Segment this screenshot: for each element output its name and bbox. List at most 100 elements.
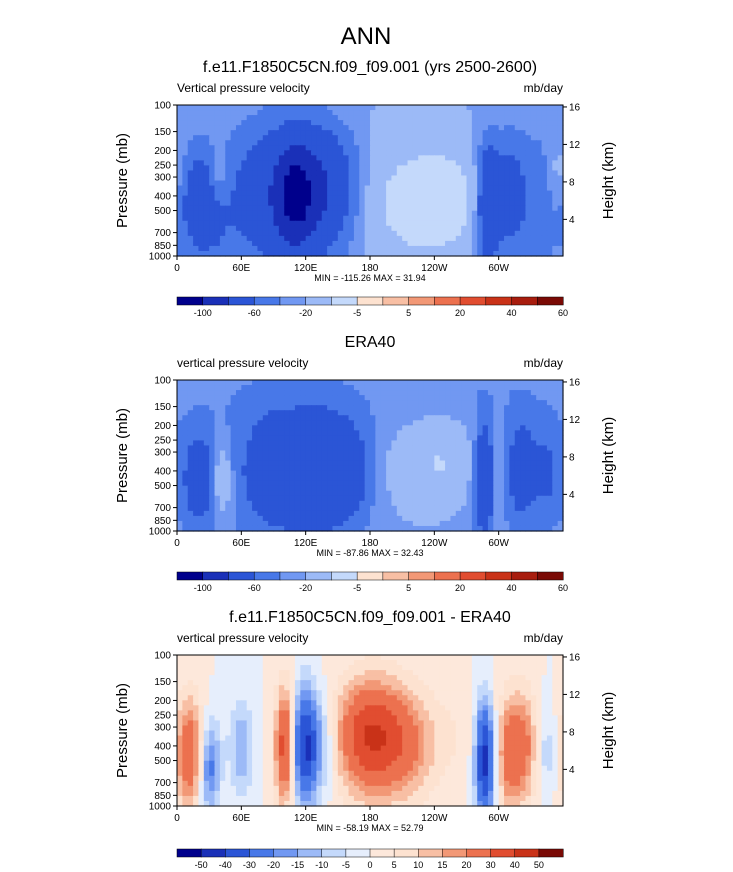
heatmap-cell <box>311 205 317 212</box>
heatmap-cell <box>343 445 350 452</box>
heatmap-cell <box>225 405 232 411</box>
heatmap-cell <box>225 520 232 527</box>
heatmap-cell <box>471 415 478 421</box>
heatmap-cell <box>337 145 344 151</box>
heatmap-cell <box>198 525 205 532</box>
heatmap-cell <box>434 655 441 661</box>
heatmap-cell <box>230 180 237 187</box>
heatmap-cell <box>193 390 200 396</box>
heatmap-cell <box>193 495 200 502</box>
heatmap-cell <box>353 385 360 391</box>
heatmap-cell <box>311 505 317 512</box>
heatmap-cell <box>182 210 189 217</box>
heatmap-cell <box>203 655 210 661</box>
heatmap-cell <box>445 655 452 661</box>
heatmap-cell <box>241 685 248 691</box>
heatmap-cell <box>278 190 285 197</box>
heatmap-cell <box>520 110 527 116</box>
heatmap-cell <box>375 155 382 161</box>
heatmap-cell <box>412 220 419 227</box>
heatmap-cell <box>321 215 328 222</box>
heatmap-cell <box>343 190 350 197</box>
heatmap-cell <box>525 410 532 416</box>
heatmap-cell <box>353 120 360 126</box>
heatmap-cell <box>418 120 425 126</box>
heatmap-cell <box>407 110 414 116</box>
heatmap-cell <box>252 660 259 666</box>
heatmap-cell <box>525 460 532 467</box>
heatmap-cell <box>375 655 382 661</box>
heatmap-cell <box>311 385 317 391</box>
heatmap-cell <box>557 525 564 532</box>
heatmap-cell <box>311 690 317 696</box>
heatmap-cell <box>402 405 409 411</box>
heatmap-cell <box>235 210 242 217</box>
heatmap-cell <box>487 190 494 197</box>
heatmap-cell <box>445 685 452 691</box>
heatmap-cell <box>482 685 489 691</box>
heatmap-cell <box>241 125 248 131</box>
heatmap-cell <box>230 510 237 517</box>
heatmap-cell <box>546 225 553 232</box>
heatmap-cell <box>203 225 210 232</box>
heatmap-cell <box>230 140 237 146</box>
heatmap-cell <box>246 195 253 202</box>
heatmap-cell <box>182 390 189 396</box>
heatmap-cell <box>455 125 462 131</box>
heatmap-cell <box>268 390 275 396</box>
heatmap-cell <box>225 490 232 497</box>
heatmap-cell <box>343 220 350 227</box>
heatmap-cell <box>294 165 301 172</box>
heatmap-cell <box>455 480 462 487</box>
heatmap-cell <box>466 480 473 487</box>
heatmap-cell <box>177 430 183 436</box>
heatmap-cell <box>380 400 387 406</box>
heatmap-cell <box>541 455 548 462</box>
heatmap-cell <box>348 125 355 131</box>
heatmap-cell <box>428 215 435 222</box>
heatmap-cell <box>493 155 500 161</box>
heatmap-cell <box>487 460 494 467</box>
heatmap-cell <box>327 405 334 411</box>
heatmap-cell <box>273 655 280 661</box>
heatmap-cell <box>477 525 484 532</box>
heatmap-cell <box>353 675 360 681</box>
heatmap-cell <box>380 135 387 141</box>
heatmap-cell <box>268 430 275 436</box>
heatmap-cell <box>391 495 398 502</box>
heatmap-cell <box>466 425 473 431</box>
heatmap-cell <box>439 430 446 436</box>
heatmap-cell <box>471 495 478 502</box>
heatmap-cell <box>262 105 269 111</box>
heatmap-cell <box>514 470 521 477</box>
heatmap-cell <box>252 510 259 517</box>
heatmap-cell <box>182 150 189 156</box>
heatmap-cell <box>407 465 414 472</box>
heatmap-cell <box>439 510 446 517</box>
heatmap-cell <box>289 125 296 131</box>
heatmap-cell <box>209 150 216 156</box>
heatmap-cell <box>230 465 237 472</box>
heatmap-cell <box>284 160 291 166</box>
heatmap-cell <box>402 105 409 111</box>
heatmap-cell <box>370 395 376 401</box>
heatmap-cell <box>235 425 242 431</box>
heatmap-cell <box>525 415 532 421</box>
heatmap-cell <box>284 405 291 411</box>
heatmap-cell <box>177 165 183 172</box>
heatmap-cell <box>461 220 468 227</box>
heatmap-cell <box>541 120 548 126</box>
heatmap-cell <box>262 140 269 146</box>
heatmap-cell <box>182 405 189 411</box>
heatmap-cell <box>214 405 221 411</box>
heatmap-cell <box>423 380 430 386</box>
heatmap-cell <box>337 410 344 416</box>
heatmap-cell <box>504 440 510 447</box>
heatmap-cell <box>418 440 425 447</box>
heatmap-cell <box>439 425 446 431</box>
heatmap-cell <box>434 510 441 517</box>
heatmap-cell <box>219 475 226 482</box>
heatmap-cell <box>536 380 543 386</box>
heatmap-cell <box>482 190 489 197</box>
heatmap-cell <box>268 405 275 411</box>
